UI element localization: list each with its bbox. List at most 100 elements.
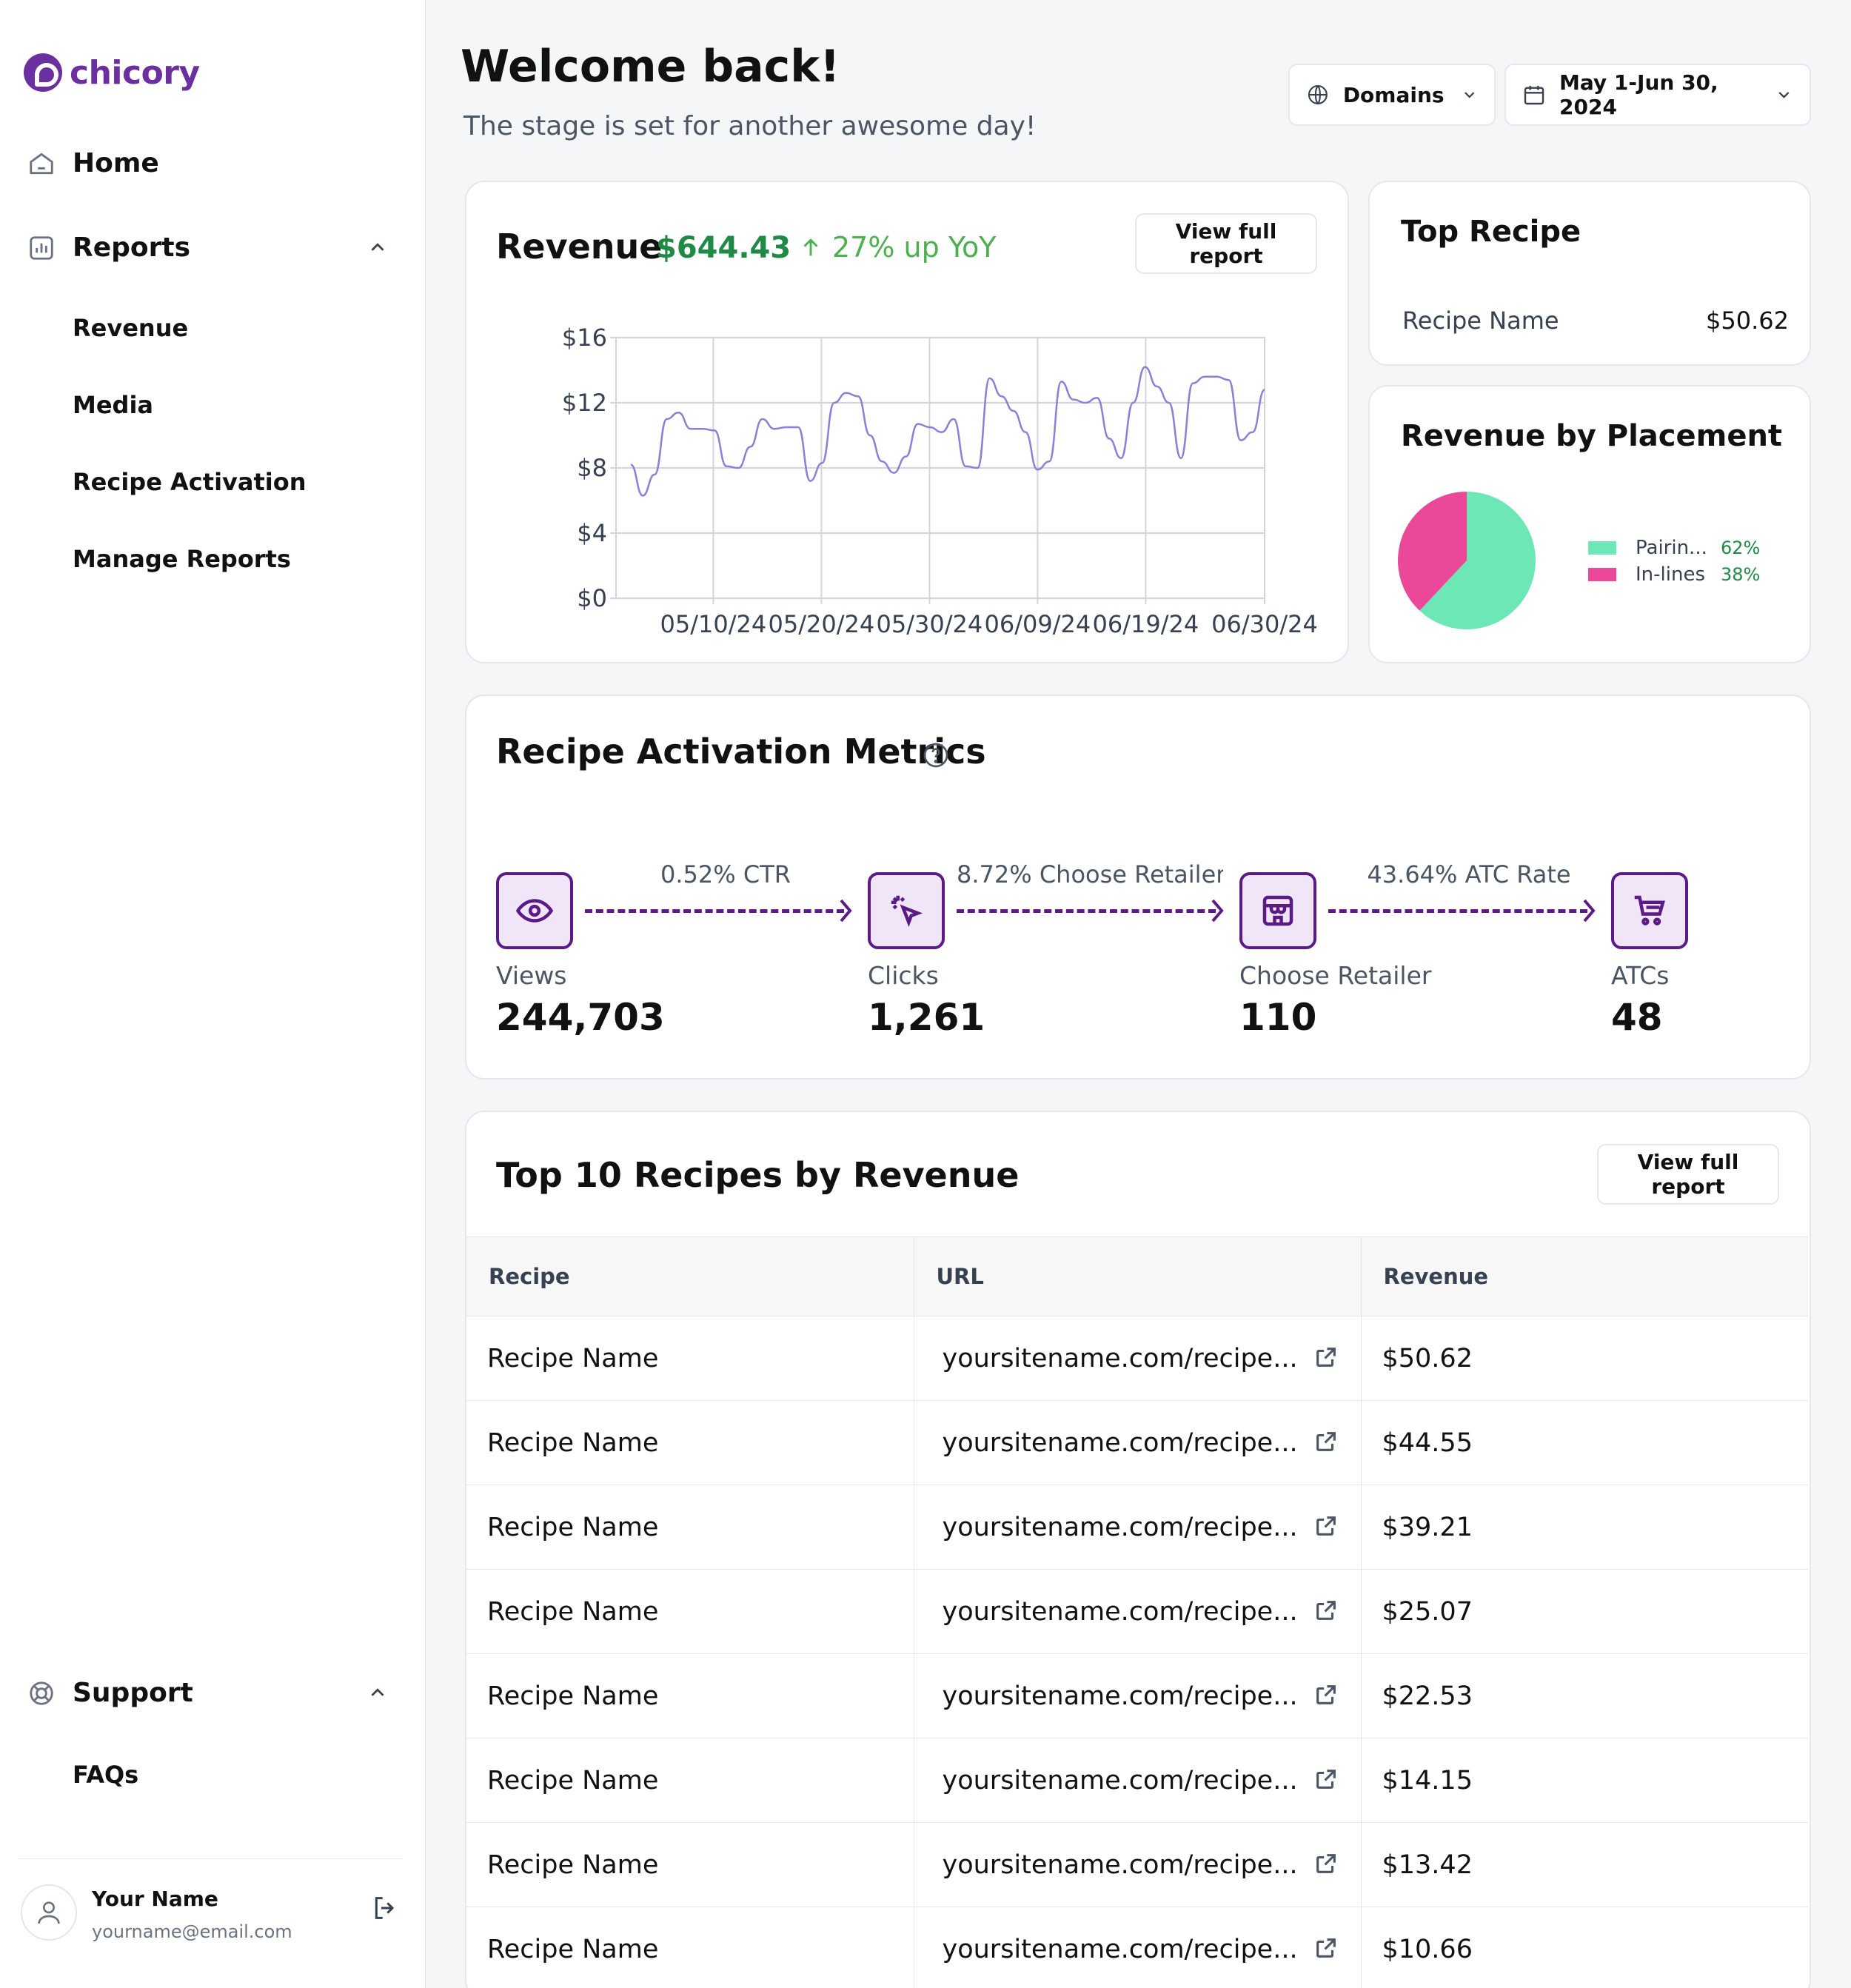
x-tick-label: 06/30/24	[1211, 610, 1318, 638]
views-step[interactable]	[496, 872, 573, 949]
cart-icon	[1634, 895, 1665, 926]
legend-label: In-lines	[1636, 563, 1705, 586]
sidebar-subitem-faqs[interactable]: FAQs	[73, 1761, 139, 1789]
views-value: 244,703	[496, 996, 665, 1039]
revenue-cell: $25.07	[1360, 1569, 1808, 1654]
chevron-down-icon	[1778, 92, 1790, 98]
page-subtitle: The stage is set for another awesome day…	[463, 111, 1037, 141]
page-title: Welcome back!	[461, 41, 840, 93]
sidebar: chicory Home Reports Revenue Media Recip…	[0, 0, 426, 1988]
table-row[interactable]: Recipe Name yoursitename.com/recipe... $13…	[466, 1822, 1808, 1907]
table-row[interactable]: Recipe Name yoursitename.com/recipe... $22…	[466, 1653, 1808, 1738]
legend-pct: 62%	[1721, 538, 1761, 558]
user-name: Your Name	[92, 1887, 218, 1911]
sidebar-item-label: Support	[73, 1678, 193, 1708]
eye-icon	[515, 899, 554, 923]
table-row[interactable]: Recipe Name yoursitename.com/recipe... $44…	[466, 1400, 1808, 1485]
recipe-url-link[interactable]: yoursitename.com/recipe...	[942, 1765, 1298, 1795]
external-link-icon[interactable]	[1313, 1345, 1339, 1370]
y-tick-label: $16	[562, 324, 607, 352]
top-recipe-title: Top Recipe	[1401, 215, 1581, 249]
avatar[interactable]	[21, 1884, 77, 1941]
chevron-down-icon	[1464, 92, 1474, 98]
top-recipe-value: $50.62	[1706, 307, 1789, 335]
recipe-url-link[interactable]: yoursitename.com/recipe...	[942, 1850, 1298, 1880]
divider	[18, 1858, 403, 1859]
top10-table: Recipe URL Revenue Recipe Name yoursitena…	[466, 1236, 1808, 1988]
clicks-value: 1,261	[868, 996, 985, 1039]
sidebar-subitem-revenue[interactable]: Revenue	[73, 314, 189, 342]
table-row[interactable]: Recipe Name yoursitename.com/recipe... $25…	[466, 1569, 1808, 1654]
table-row[interactable]: Recipe Name yoursitename.com/recipe... $50…	[466, 1316, 1808, 1401]
date-range-picker[interactable]: May 1-Jun 30, 2024	[1504, 64, 1811, 126]
table-row[interactable]: Recipe Name yoursitename.com/recipe... $39…	[466, 1485, 1808, 1570]
choose-retailer-label: Choose Retailer	[1239, 961, 1432, 990]
external-link-icon[interactable]	[1313, 1935, 1339, 1961]
sidebar-item-label: Home	[73, 148, 159, 178]
recipe-url-link[interactable]: yoursitename.com/recipe...	[942, 1596, 1298, 1627]
home-icon	[27, 149, 56, 178]
sidebar-subitem-media[interactable]: Media	[73, 391, 154, 419]
sidebar-subitem-recipe-activation[interactable]: Recipe Activation	[73, 468, 307, 496]
column-header-url[interactable]: URL	[913, 1236, 1361, 1316]
y-tick-label: $4	[577, 519, 607, 547]
revenue-cell: $10.66	[1360, 1907, 1808, 1988]
sidebar-item-reports[interactable]: Reports	[27, 232, 190, 263]
table-row[interactable]: Recipe Name yoursitename.com/recipe... $10…	[466, 1907, 1808, 1988]
external-link-icon[interactable]	[1313, 1682, 1339, 1707]
funnel-connector	[585, 909, 844, 913]
logo-mark-icon	[24, 53, 62, 92]
view-full-report-button[interactable]: View full report	[1135, 213, 1317, 274]
user-email: yourname@email.com	[92, 1921, 292, 1942]
recipe-url-link[interactable]: yoursitename.com/recipe...	[942, 1934, 1298, 1964]
recipe-name-cell: Recipe Name	[466, 1738, 914, 1823]
recipe-name-cell: Recipe Name	[466, 1400, 914, 1485]
arrow-right-icon	[1211, 899, 1224, 923]
help-icon[interactable]	[921, 740, 951, 770]
chevron-up-icon[interactable]	[363, 232, 392, 262]
revenue-cell: $22.53	[1360, 1653, 1808, 1738]
sidebar-subitem-manage-reports[interactable]: Manage Reports	[73, 545, 291, 573]
recipe-name-cell: Recipe Name	[466, 1485, 914, 1570]
globe-icon	[1308, 85, 1328, 104]
lifebuoy-icon	[27, 1679, 56, 1708]
column-header-revenue[interactable]: Revenue	[1360, 1236, 1808, 1316]
choose-retailer-step[interactable]	[1239, 872, 1316, 949]
external-link-icon[interactable]	[1313, 1429, 1339, 1454]
top-recipe-card	[1368, 181, 1811, 366]
url-cell: yoursitename.com/recipe...	[913, 1400, 1361, 1485]
chevron-up-icon[interactable]	[363, 1678, 392, 1707]
recipe-name-cell: Recipe Name	[466, 1569, 914, 1654]
clicks-step[interactable]	[868, 872, 945, 949]
y-tick-label: $8	[577, 454, 607, 482]
recipe-name-cell: Recipe Name	[466, 1316, 914, 1401]
recipe-url-link[interactable]: yoursitename.com/recipe...	[942, 1428, 1298, 1458]
external-link-icon[interactable]	[1313, 1513, 1339, 1539]
y-tick-label: $0	[577, 584, 607, 612]
recipe-url-link[interactable]: yoursitename.com/recipe...	[942, 1512, 1298, 1542]
external-link-icon[interactable]	[1313, 1598, 1339, 1623]
logo[interactable]: chicory	[24, 53, 200, 92]
user-icon	[38, 1901, 60, 1924]
recipe-url-link[interactable]: yoursitename.com/recipe...	[942, 1681, 1298, 1711]
choose-retailer-value: 110	[1239, 996, 1317, 1039]
views-label: Views	[496, 961, 567, 990]
external-link-icon[interactable]	[1313, 1767, 1339, 1792]
sidebar-item-support[interactable]: Support	[27, 1678, 193, 1708]
logout-icon[interactable]	[366, 1890, 404, 1927]
table-row[interactable]: Recipe Name yoursitename.com/recipe... $14…	[466, 1738, 1808, 1823]
domains-dropdown[interactable]: Domains	[1288, 64, 1496, 126]
external-link-icon[interactable]	[1313, 1851, 1339, 1876]
revenue-cell: $14.15	[1360, 1738, 1808, 1823]
column-header-recipe[interactable]: Recipe	[466, 1236, 914, 1316]
recipe-name-cell: Recipe Name	[466, 1907, 914, 1988]
sidebar-item-home[interactable]: Home	[27, 148, 159, 178]
legend-pct: 38%	[1721, 564, 1761, 585]
atcs-label: ATCs	[1611, 961, 1670, 990]
store-icon	[1262, 895, 1293, 926]
revenue-yoy: 27% up YoY	[798, 231, 996, 264]
atcs-step[interactable]	[1611, 872, 1688, 949]
logo-text: chicory	[70, 53, 200, 92]
recipe-url-link[interactable]: yoursitename.com/recipe...	[942, 1343, 1298, 1373]
view-full-report-button[interactable]: View full report	[1597, 1144, 1779, 1205]
